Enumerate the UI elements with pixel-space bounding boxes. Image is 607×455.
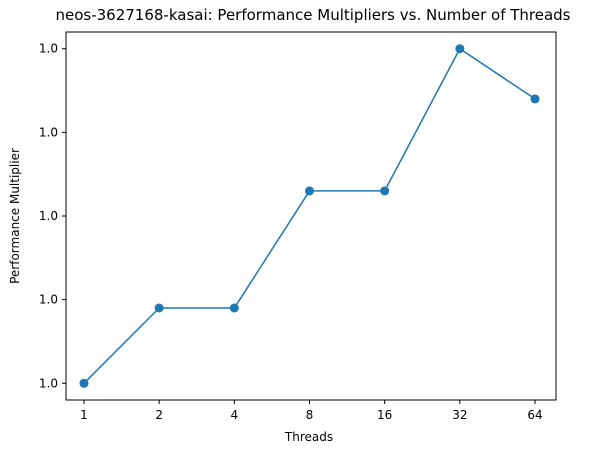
data-point: [229, 303, 239, 313]
x-tick-label: 16: [377, 408, 392, 422]
data-point: [154, 303, 164, 313]
data-point: [530, 94, 540, 104]
y-tick-label: 1.0: [39, 125, 58, 139]
x-tick-label: 1: [80, 408, 88, 422]
x-tick-label: 8: [306, 408, 314, 422]
series-layer: [79, 44, 540, 388]
x-tick-label: 64: [527, 408, 542, 422]
y-axis: 1.0 1.0 1.0 1.0 1.0: [39, 42, 66, 390]
y-tick-label: 1.0: [39, 376, 58, 390]
x-tick-label: 32: [452, 408, 467, 422]
plot-area: [65, 31, 557, 401]
y-tick-label: 1.0: [39, 209, 58, 223]
chart-title: neos-3627168-kasai: Performance Multipli…: [55, 6, 570, 24]
x-axis-label: Threads: [284, 430, 333, 444]
y-axis-label: Performance Multiplier: [8, 148, 22, 284]
x-axis: 1 2 4 8 16 32 64: [80, 400, 543, 422]
x-tick-label: 2: [155, 408, 163, 422]
data-point: [380, 186, 390, 196]
x-tick-label: 4: [231, 408, 239, 422]
data-point: [455, 44, 465, 54]
y-tick-label: 1.0: [39, 293, 58, 307]
y-tick-label: 1.0: [39, 42, 58, 56]
data-point: [305, 186, 314, 196]
data-point: [79, 378, 89, 388]
